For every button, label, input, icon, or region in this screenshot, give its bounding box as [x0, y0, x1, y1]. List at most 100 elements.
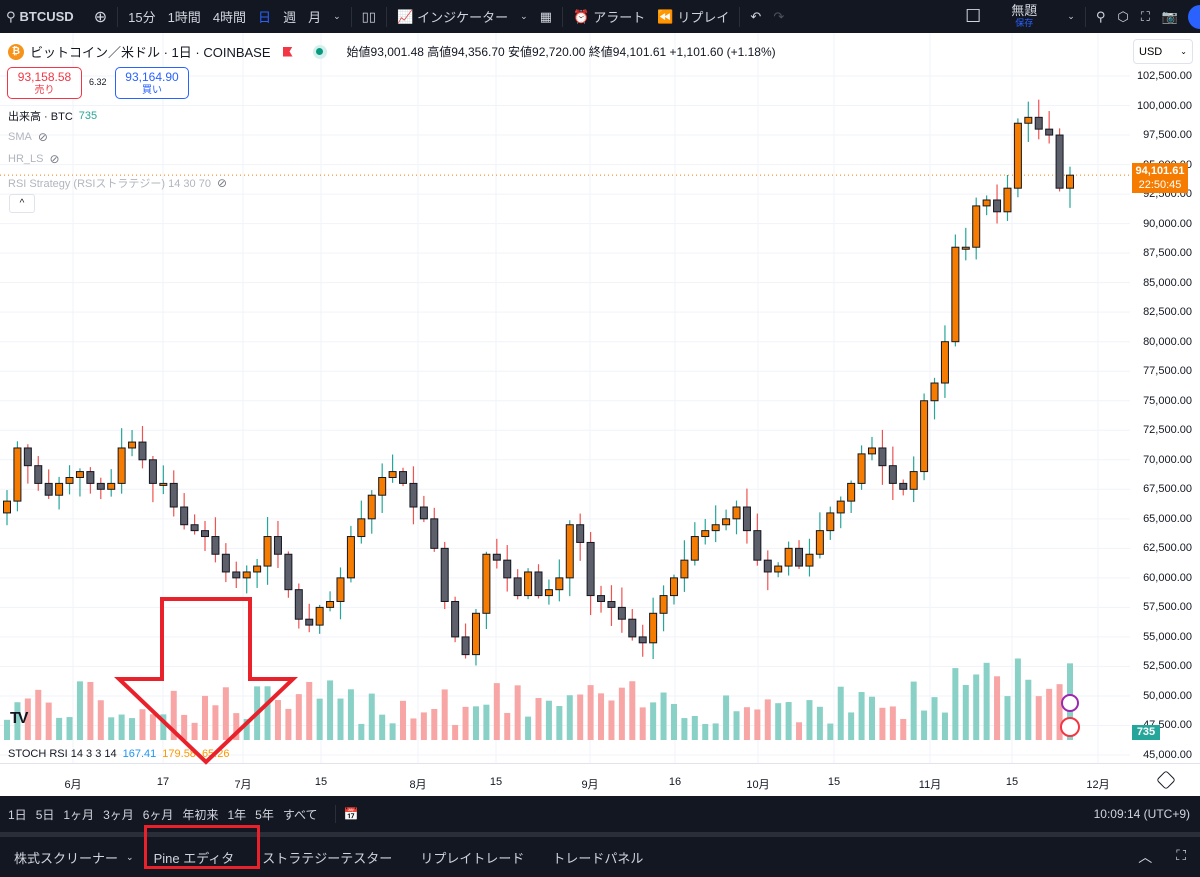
- price-tick: 45,000.00: [1143, 749, 1192, 761]
- buy-button[interactable]: 93,164.90 買い: [115, 67, 189, 99]
- chart-pane[interactable]: [0, 33, 1130, 763]
- pine-editor-highlight-box: [144, 825, 260, 869]
- panel-splitter[interactable]: [0, 832, 1200, 837]
- alert-button[interactable]: ⏰ アラート: [573, 8, 646, 26]
- hidden-eye-icon[interactable]: ⊘: [49, 152, 60, 166]
- time-tick: 11月: [918, 779, 942, 791]
- divider: [350, 6, 352, 27]
- tab-strategy-tester[interactable]: ストラテジーテスター: [262, 850, 393, 866]
- indicators-button[interactable]: 📈 インジケーター: [396, 8, 509, 26]
- alarm-clock-icon: ⏰: [573, 8, 590, 24]
- currency-select[interactable]: USD ⌄: [1133, 39, 1193, 64]
- price-tick: 97,500.00: [1143, 129, 1192, 142]
- hr-ls-indicator[interactable]: HR_LS ⊘: [8, 152, 60, 166]
- candle-type-icon[interactable]: ▯▯: [361, 8, 376, 24]
- candlestick-chart[interactable]: [0, 33, 1130, 763]
- go-to-date-calendar-icon[interactable]: 📅: [343, 807, 359, 821]
- range-1y[interactable]: 1年: [227, 807, 247, 822]
- tab-replay-trade[interactable]: リプレイトレード: [420, 850, 525, 866]
- bottom-panel-tabs: 株式スクリーナー ⌄ Pine エディタ ストラテジーテスター リプレイトレード…: [0, 837, 1200, 877]
- range-5y[interactable]: 5年: [255, 807, 274, 822]
- sell-button[interactable]: 93,158.58 売り: [7, 67, 82, 99]
- price-axis[interactable]: 102,500.00100,000.0097,500.0095,000.0092…: [1130, 33, 1200, 763]
- tab-pine-editor[interactable]: Pine エディタ: [153, 850, 235, 866]
- screener-chevron-icon[interactable]: ⌄: [126, 851, 134, 862]
- price-tick: 60,000.00: [1143, 571, 1192, 584]
- tradingview-logo[interactable]: TV: [10, 710, 29, 727]
- time-tick: 8月: [409, 779, 427, 791]
- hidden-eye-icon[interactable]: ⊘: [216, 176, 228, 190]
- range-all[interactable]: すべて: [282, 807, 318, 822]
- hidden-eye-icon[interactable]: ⊘: [37, 130, 48, 144]
- layout-chevron-icon[interactable]: ⌄: [1067, 11, 1075, 21]
- price-tick: 57,500.00: [1143, 601, 1192, 614]
- templates-grid-icon[interactable]: ▦: [539, 8, 552, 24]
- price-tick: 80,000.00: [1143, 335, 1192, 348]
- redo-icon[interactable]: ↷: [773, 8, 785, 24]
- price-tick: 55,000.00: [1143, 630, 1192, 643]
- flag-icon[interactable]: [282, 46, 293, 57]
- price-tick: 85,000.00: [1143, 276, 1192, 289]
- quick-search-icon[interactable]: ⚲: [1095, 8, 1106, 24]
- price-tick: 70,000.00: [1143, 453, 1192, 466]
- symbol-title[interactable]: ビットコイン／米ドル · 1日 · COINBASE: [30, 45, 271, 60]
- publish-button[interactable]: [1188, 4, 1200, 29]
- range-6m[interactable]: 6ヶ月: [142, 807, 174, 822]
- time-tick: 10月: [746, 779, 770, 791]
- interval-15m[interactable]: 15分: [128, 10, 156, 25]
- chart-settings-gear-icon[interactable]: [1156, 770, 1176, 790]
- price-tick: 87,500.00: [1143, 247, 1192, 260]
- range-1m[interactable]: 1ヶ月: [63, 807, 95, 822]
- bitcoin-icon: ₿: [8, 43, 24, 60]
- market-status-icon[interactable]: [312, 44, 327, 59]
- price-tick: 77,500.00: [1143, 365, 1192, 378]
- fullscreen-icon[interactable]: ⛶: [1140, 8, 1150, 24]
- indicators-chevron-icon[interactable]: ⌄: [520, 11, 528, 21]
- time-tick: 15: [314, 776, 328, 788]
- top-toolbar: ⚲ BTCUSD ⊕ 15分 1時間 4時間 日 週 月 ⌄ ▯▯ 📈 インジケータ…: [0, 0, 1200, 33]
- interval-dropdown-chevron-icon[interactable]: ⌄: [333, 11, 341, 21]
- tab-stock-screener[interactable]: 株式スクリーナー: [14, 850, 119, 866]
- layout-square-icon[interactable]: ☐: [965, 6, 982, 26]
- collapse-legend-button[interactable]: ^: [9, 194, 35, 213]
- range-5d[interactable]: 5日: [35, 807, 55, 822]
- time-tick: 9月: [581, 779, 599, 791]
- expand-panel-chevron-up-icon[interactable]: ︿: [1138, 849, 1153, 865]
- maximize-panel-icon[interactable]: ⛶: [1176, 847, 1186, 863]
- range-1d[interactable]: 1日: [8, 807, 27, 822]
- symbol-search[interactable]: ⚲ BTCUSD: [6, 8, 74, 25]
- volume-indicator[interactable]: 出来高 · BTC 735: [8, 110, 98, 123]
- price-tick: 65,000.00: [1143, 512, 1192, 525]
- interval-1M[interactable]: 月: [308, 10, 322, 25]
- divider: [562, 6, 563, 27]
- divider: [739, 6, 741, 27]
- time-tick: 16: [668, 776, 682, 788]
- price-tick: 75,000.00: [1143, 394, 1192, 407]
- range-3m[interactable]: 3ヶ月: [103, 807, 134, 822]
- timezone-clock[interactable]: 10:09:14 (UTC+9): [1093, 807, 1190, 821]
- time-axis[interactable]: 6月 17 7月 15 8月 15 9月 16 10月 15 11月 15 12月: [0, 763, 1200, 796]
- price-tick: 90,000.00: [1143, 217, 1192, 230]
- camera-icon[interactable]: 📷: [1161, 8, 1178, 24]
- settings-gear-icon[interactable]: ⬡: [1117, 8, 1129, 24]
- replay-button[interactable]: ⏪ リプレイ: [657, 8, 730, 26]
- time-tick: 7月: [234, 779, 252, 791]
- save-layout-button[interactable]: 無題 保存: [1011, 2, 1038, 28]
- time-tick: 17: [156, 776, 170, 788]
- divider: [1084, 6, 1086, 27]
- compare-button[interactable]: ⊕: [93, 8, 108, 26]
- interval-1h[interactable]: 1時間: [167, 10, 201, 25]
- price-tick: 72,500.00: [1143, 424, 1192, 437]
- tab-trade-panel[interactable]: トレードパネル: [552, 850, 644, 866]
- range-ytd[interactable]: 年初来: [182, 807, 219, 822]
- price-tick: 52,500.00: [1143, 660, 1192, 673]
- price-tick: 82,500.00: [1143, 306, 1192, 319]
- interval-1d[interactable]: 日: [258, 10, 272, 25]
- price-tick: 100,000.00: [1136, 99, 1192, 112]
- undo-icon[interactable]: ↶: [750, 8, 762, 24]
- sma-indicator[interactable]: SMA ⊘: [8, 130, 48, 144]
- rsi-strategy-indicator[interactable]: RSI Strategy (RSIストラテジー) 14 30 70 ⊘: [8, 176, 228, 190]
- interval-4h[interactable]: 4時間: [212, 10, 247, 25]
- stoch-rsi-legend[interactable]: STOCH RSI 14 3 3 14 167.41 179.58 65.26: [8, 748, 230, 760]
- interval-1w[interactable]: 週: [283, 10, 297, 25]
